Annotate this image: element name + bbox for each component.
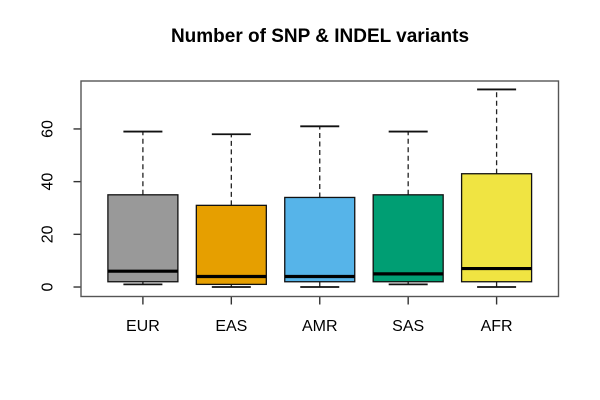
plot-frame [80, 80, 560, 298]
box-eas [195, 204, 267, 286]
y-axis-tick-label: 40 [40, 173, 57, 191]
x-axis-category-label: AMR [302, 318, 338, 335]
box-afr [460, 173, 533, 283]
box-amr [284, 196, 356, 283]
x-axis-category-label: AFR [481, 318, 513, 335]
y-axis-tick-label: 60 [40, 120, 57, 138]
x-axis-category-label: EUR [126, 318, 160, 335]
x-axis-category-label: SAS [392, 318, 424, 335]
box-eur [107, 194, 179, 283]
x-axis-category-label: EAS [215, 318, 247, 335]
y-axis-tick-label: 20 [40, 225, 57, 243]
box-sas [372, 194, 444, 283]
chart-title: Number of SNP & INDEL variants [170, 26, 470, 47]
y-axis-tick-label: 0 [40, 282, 57, 291]
